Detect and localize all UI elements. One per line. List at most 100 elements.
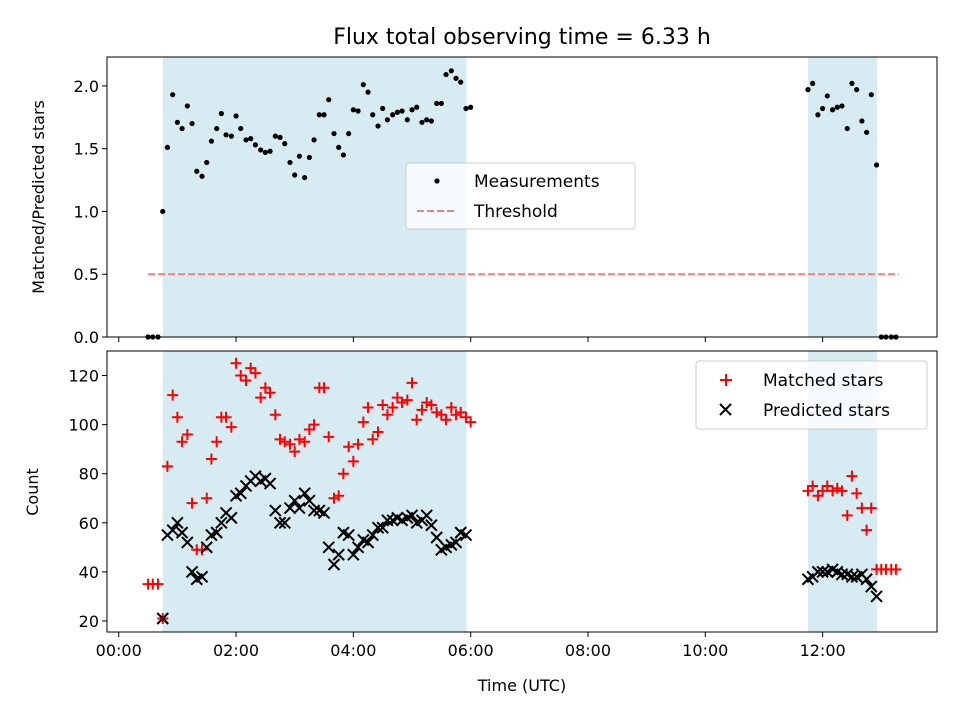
legend-label-threshold: Threshold	[473, 202, 558, 222]
point-predicted-stars-56	[430, 531, 443, 544]
point-measurements-47	[375, 123, 381, 129]
point-measurements-79	[864, 129, 870, 135]
point-predicted-stars-66	[816, 565, 829, 579]
point-measurements-74	[839, 103, 845, 109]
point-matched-stars-79	[861, 524, 873, 536]
point-predicted-stars-14	[225, 511, 238, 525]
point-predicted-stars-40	[351, 541, 365, 554]
point-measurements-6	[174, 119, 180, 125]
point-predicted-stars-45	[376, 521, 389, 534]
point-matched-stars-14	[211, 436, 223, 448]
point-measurements-27	[277, 134, 283, 140]
x-tick-label-5: 10:00	[682, 641, 728, 660]
point-matched-stars-38	[328, 492, 340, 504]
point-measurements-72	[829, 107, 836, 113]
y-tick-label-3: 1.5	[74, 140, 99, 159]
point-matched-stars-20	[240, 374, 252, 386]
observing-window-1	[807, 57, 878, 337]
point-matched-stars-11	[196, 544, 208, 556]
top-legend-box	[405, 162, 636, 230]
x-tick-label-3: 06:00	[448, 641, 494, 660]
point-measurements-59	[434, 100, 440, 107]
point-measurements-24	[262, 149, 268, 156]
point-predicted-stars-0	[156, 612, 169, 625]
x-tick-label-0: 00:00	[96, 641, 142, 660]
point-measurements-53	[404, 117, 410, 123]
point-predicted-stars-75	[860, 573, 873, 586]
top-y-axis-label: Matched/Predicted stars	[29, 100, 48, 294]
bottom-legend-box	[695, 360, 928, 430]
point-measurements-65	[463, 105, 469, 112]
point-predicted-stars-24	[273, 516, 287, 529]
point-matched-stars-34	[308, 419, 320, 431]
legend-marker-predicted	[719, 403, 732, 416]
point-matched-stars-8	[181, 428, 193, 440]
point-matched-stars-13	[205, 453, 217, 465]
x-tick-label-1: 02:00	[213, 641, 259, 660]
point-measurements-21	[248, 136, 254, 142]
point-predicted-stars-29	[298, 487, 311, 500]
point-matched-stars-66	[465, 416, 477, 428]
point-matched-stars-28	[279, 436, 291, 448]
point-predicted-stars-46	[381, 514, 394, 527]
point-measurements-54	[409, 107, 415, 113]
observing-window-0	[162, 351, 467, 632]
point-predicted-stars-27	[288, 494, 301, 507]
point-measurements-18	[233, 113, 239, 119]
point-matched-stars-46	[367, 433, 379, 445]
point-measurements-78	[859, 118, 865, 124]
point-predicted-stars-35	[327, 558, 341, 571]
point-predicted-stars-8	[195, 570, 209, 583]
y-tick-label-0: 0.0	[74, 328, 99, 347]
point-measurements-44	[360, 82, 366, 88]
point-matched-stars-9	[186, 497, 198, 509]
point-matched-stars-77	[851, 487, 863, 499]
point-predicted-stars-60	[449, 536, 463, 549]
point-matched-stars-71	[821, 480, 833, 492]
y-tick-label-1: 0.5	[74, 265, 99, 284]
y-tick-label-1: 40	[79, 563, 99, 582]
point-matched-stars-41	[343, 441, 355, 453]
point-matched-stars-16	[220, 411, 232, 423]
point-predicted-stars-54	[420, 509, 433, 522]
point-matched-stars-5	[167, 389, 179, 401]
point-measurements-61	[443, 71, 449, 78]
point-predicted-stars-31	[307, 504, 321, 517]
point-matched-stars-32	[299, 436, 311, 448]
point-matched-stars-68	[807, 480, 819, 492]
point-measurements-29	[287, 159, 293, 166]
point-predicted-stars-23	[269, 504, 282, 517]
point-matched-stars-26	[269, 409, 281, 421]
point-matched-stars-65	[460, 411, 472, 423]
point-predicted-stars-5	[181, 536, 194, 549]
point-measurements-3	[160, 208, 166, 215]
point-measurements-48	[380, 105, 386, 112]
point-measurements-8	[184, 103, 190, 109]
point-measurements-42	[350, 107, 356, 113]
point-measurements-31	[296, 153, 302, 159]
point-measurements-58	[428, 118, 434, 124]
point-matched-stars-40	[337, 468, 349, 480]
point-predicted-stars-16	[234, 487, 247, 500]
point-matched-stars-29	[284, 438, 296, 450]
point-measurements-80	[868, 92, 874, 98]
y-tick-label-2: 60	[79, 514, 99, 533]
point-measurements-33	[306, 154, 312, 161]
point-matched-stars-57	[421, 397, 433, 409]
point-matched-stars-51	[391, 392, 403, 404]
x-tick-label-6: 12:00	[800, 641, 846, 660]
point-measurements-63	[453, 75, 459, 81]
point-matched-stars-37	[323, 431, 335, 443]
point-matched-stars-22	[249, 367, 261, 379]
point-matched-stars-75	[841, 509, 853, 521]
point-measurements-5	[170, 92, 176, 98]
point-matched-stars-44	[357, 416, 369, 428]
point-matched-stars-31	[293, 433, 305, 445]
top-legend: Measurements Threshold	[405, 162, 636, 230]
point-measurements-39	[336, 144, 342, 151]
point-matched-stars-76	[846, 470, 858, 482]
point-predicted-stars-28	[293, 501, 306, 515]
point-matched-stars-64	[455, 406, 467, 418]
